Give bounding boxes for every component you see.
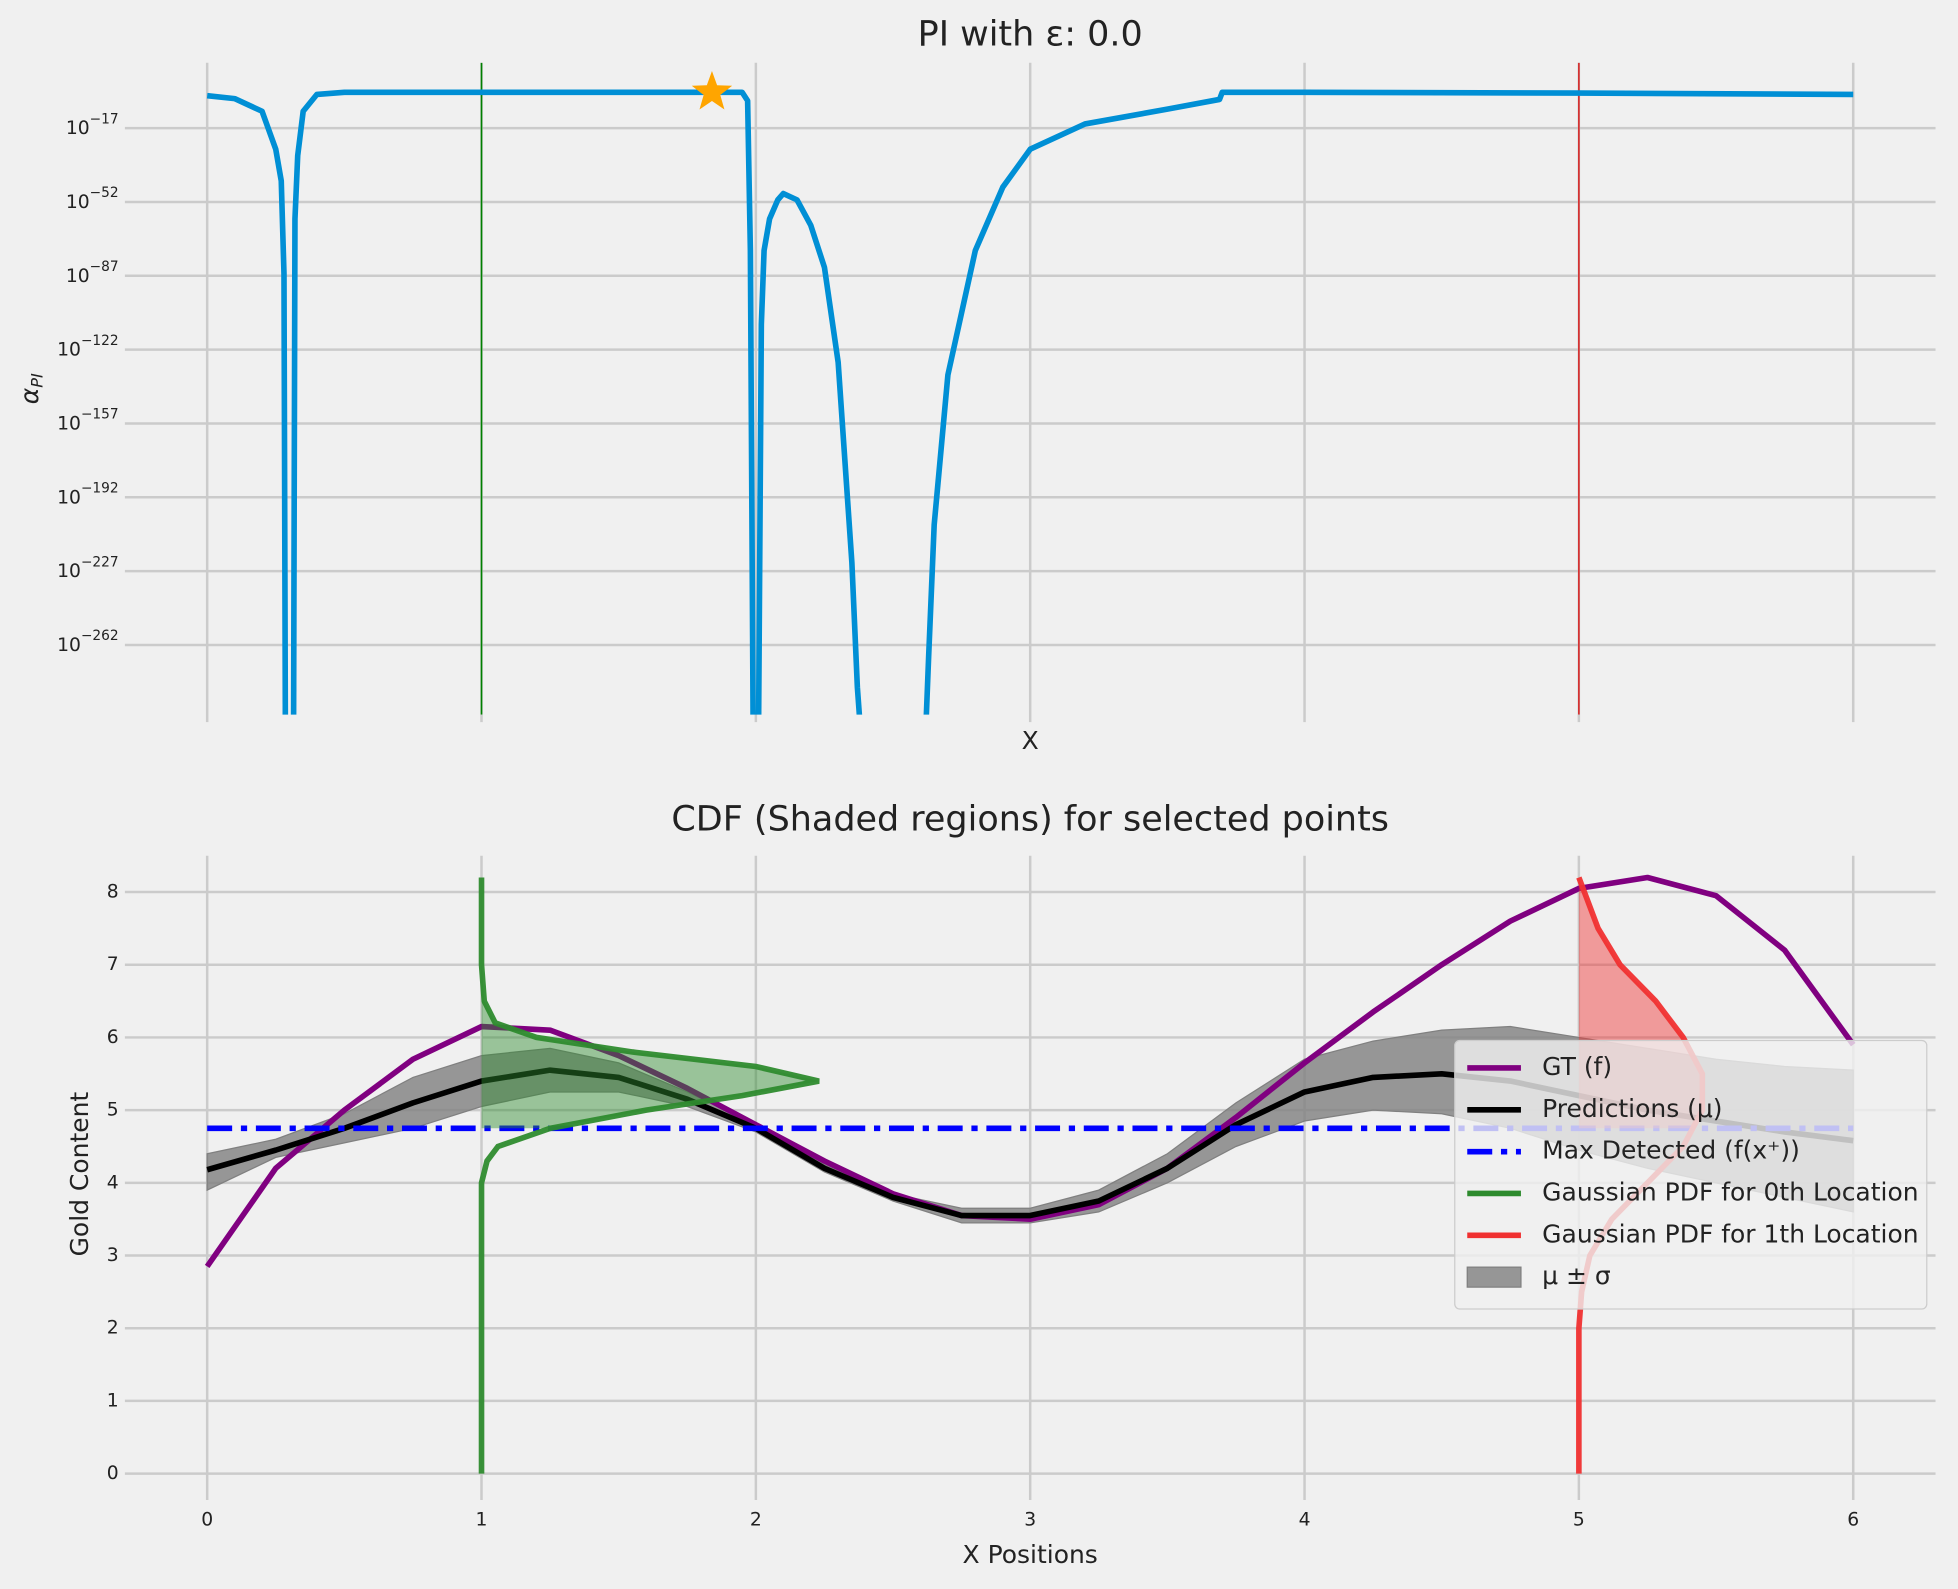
- y-tick-label: 10−192: [57, 481, 119, 508]
- chart-title: CDF (Shaded regions) for selected points: [671, 800, 1389, 840]
- tick-base: 10: [66, 191, 90, 212]
- y-tick-label: 10−52: [66, 185, 119, 212]
- tick-base: 10: [57, 413, 81, 434]
- legend-label: Gaussian PDF for 0th Location: [1542, 1177, 1918, 1206]
- x-tick-label: 5: [1573, 1510, 1585, 1531]
- legend-box: [1454, 1039, 1928, 1310]
- y-tick-label: 8: [107, 882, 119, 903]
- chart-title: PI with ε: 0.0: [918, 14, 1143, 54]
- max-marker: [691, 71, 733, 110]
- tick-base: 10: [57, 561, 81, 582]
- y-tick-label: 10−122: [57, 333, 119, 360]
- x-tick-label: 3: [1024, 1510, 1036, 1531]
- legend-label: Max Detected (f(x⁺)): [1542, 1136, 1800, 1165]
- tick-exponent: −157: [81, 407, 119, 423]
- legend-label: Predictions (μ): [1542, 1094, 1722, 1123]
- x-tick-label: 4: [1299, 1510, 1311, 1531]
- tick-exponent: −17: [90, 111, 119, 127]
- x-tick-label: 2: [750, 1510, 762, 1531]
- series-line: [206, 89, 1854, 715]
- tick-base: 10: [57, 487, 81, 508]
- tick-base: 10: [66, 265, 90, 286]
- y-tick-label: 1: [107, 1390, 119, 1411]
- y-tick-label: 10−262: [57, 628, 119, 655]
- x-tick-label: 6: [1847, 1510, 1859, 1531]
- legend-swatch: [1466, 1266, 1522, 1288]
- subplot: 10−1710−5210−8710−12210−15710−19210−2271…: [15, 14, 1936, 755]
- y-tick-label: 2: [107, 1318, 119, 1339]
- legend-label: μ ± σ: [1542, 1261, 1611, 1290]
- label-symbol: α: [15, 387, 44, 404]
- tick-exponent: −87: [90, 259, 119, 275]
- tick-base: 10: [66, 118, 90, 139]
- label-subscript: PI: [27, 373, 46, 388]
- legend-label: GT (f): [1542, 1052, 1612, 1081]
- y-tick-label: 6: [107, 1027, 119, 1048]
- pdf-curve: [478, 877, 820, 1474]
- x-tick-label: 1: [476, 1510, 488, 1531]
- tick-exponent: −227: [81, 554, 119, 570]
- y-axis-label: αPI: [15, 373, 46, 404]
- y-tick-label: 10−157: [57, 407, 119, 434]
- plot-area: [206, 62, 1854, 715]
- legend-label: Gaussian PDF for 1th Location: [1542, 1219, 1918, 1248]
- x-axis-label: X Positions: [963, 1540, 1098, 1569]
- legend: GT (f) Predictions (μ) Max Detected (f(x⁺)…: [1454, 1039, 1928, 1310]
- series-line: [204, 874, 1856, 1269]
- tick-exponent: −52: [90, 185, 119, 201]
- tick-exponent: −262: [81, 628, 119, 644]
- y-tick-label: 5: [107, 1100, 119, 1121]
- x-axis-label: X: [1022, 726, 1039, 755]
- y-tick-label: 10−227: [57, 554, 119, 581]
- y-axis-label: Gold Content: [65, 1092, 94, 1257]
- tick-exponent: −122: [81, 333, 119, 349]
- y-tick-label: 3: [107, 1245, 119, 1266]
- y-tick-label: 7: [107, 954, 119, 975]
- y-tick-label: 0: [107, 1463, 119, 1484]
- tick-base: 10: [57, 634, 81, 655]
- y-tick-label: 4: [107, 1172, 119, 1193]
- tick-exponent: −192: [81, 481, 119, 497]
- tick-base: 10: [57, 339, 81, 360]
- y-tick-label: 10−87: [66, 259, 119, 286]
- y-tick-label: 10−17: [66, 111, 119, 138]
- subplot: 0 1 2 3 4 5 6 7 8 0 1 2 3 4 5 6 CDF (Shaded regions) for…: [65, 800, 1936, 1569]
- x-tick-label: 0: [201, 1510, 213, 1531]
